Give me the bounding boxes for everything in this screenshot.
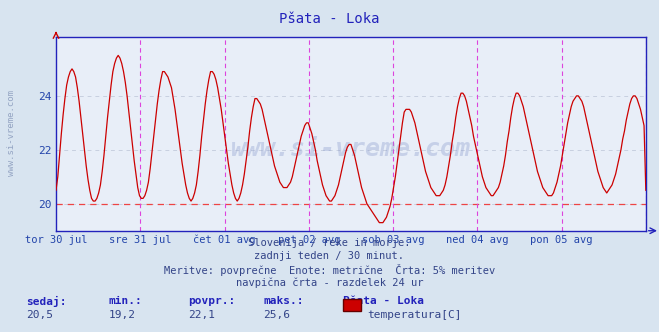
Text: Meritve: povprečne  Enote: metrične  Črta: 5% meritev: Meritve: povprečne Enote: metrične Črta:…	[164, 264, 495, 276]
Text: www.si-vreme.com: www.si-vreme.com	[231, 137, 471, 161]
Text: Pšata - Loka: Pšata - Loka	[279, 12, 380, 26]
Text: zadnji teden / 30 minut.: zadnji teden / 30 minut.	[254, 251, 405, 261]
Text: www.si-vreme.com: www.si-vreme.com	[7, 90, 16, 176]
Text: min.:: min.:	[109, 296, 142, 306]
Text: povpr.:: povpr.:	[188, 296, 235, 306]
Text: Slovenija / reke in morje.: Slovenija / reke in morje.	[248, 238, 411, 248]
Text: 20,5: 20,5	[26, 310, 53, 320]
Text: 19,2: 19,2	[109, 310, 136, 320]
Text: 25,6: 25,6	[264, 310, 291, 320]
Text: temperatura[C]: temperatura[C]	[368, 310, 462, 320]
Text: Pšata - Loka: Pšata - Loka	[343, 296, 424, 306]
Text: maks.:: maks.:	[264, 296, 304, 306]
Text: navpična črta - razdelek 24 ur: navpična črta - razdelek 24 ur	[236, 277, 423, 288]
Text: 22,1: 22,1	[188, 310, 215, 320]
Text: sedaj:: sedaj:	[26, 296, 67, 307]
